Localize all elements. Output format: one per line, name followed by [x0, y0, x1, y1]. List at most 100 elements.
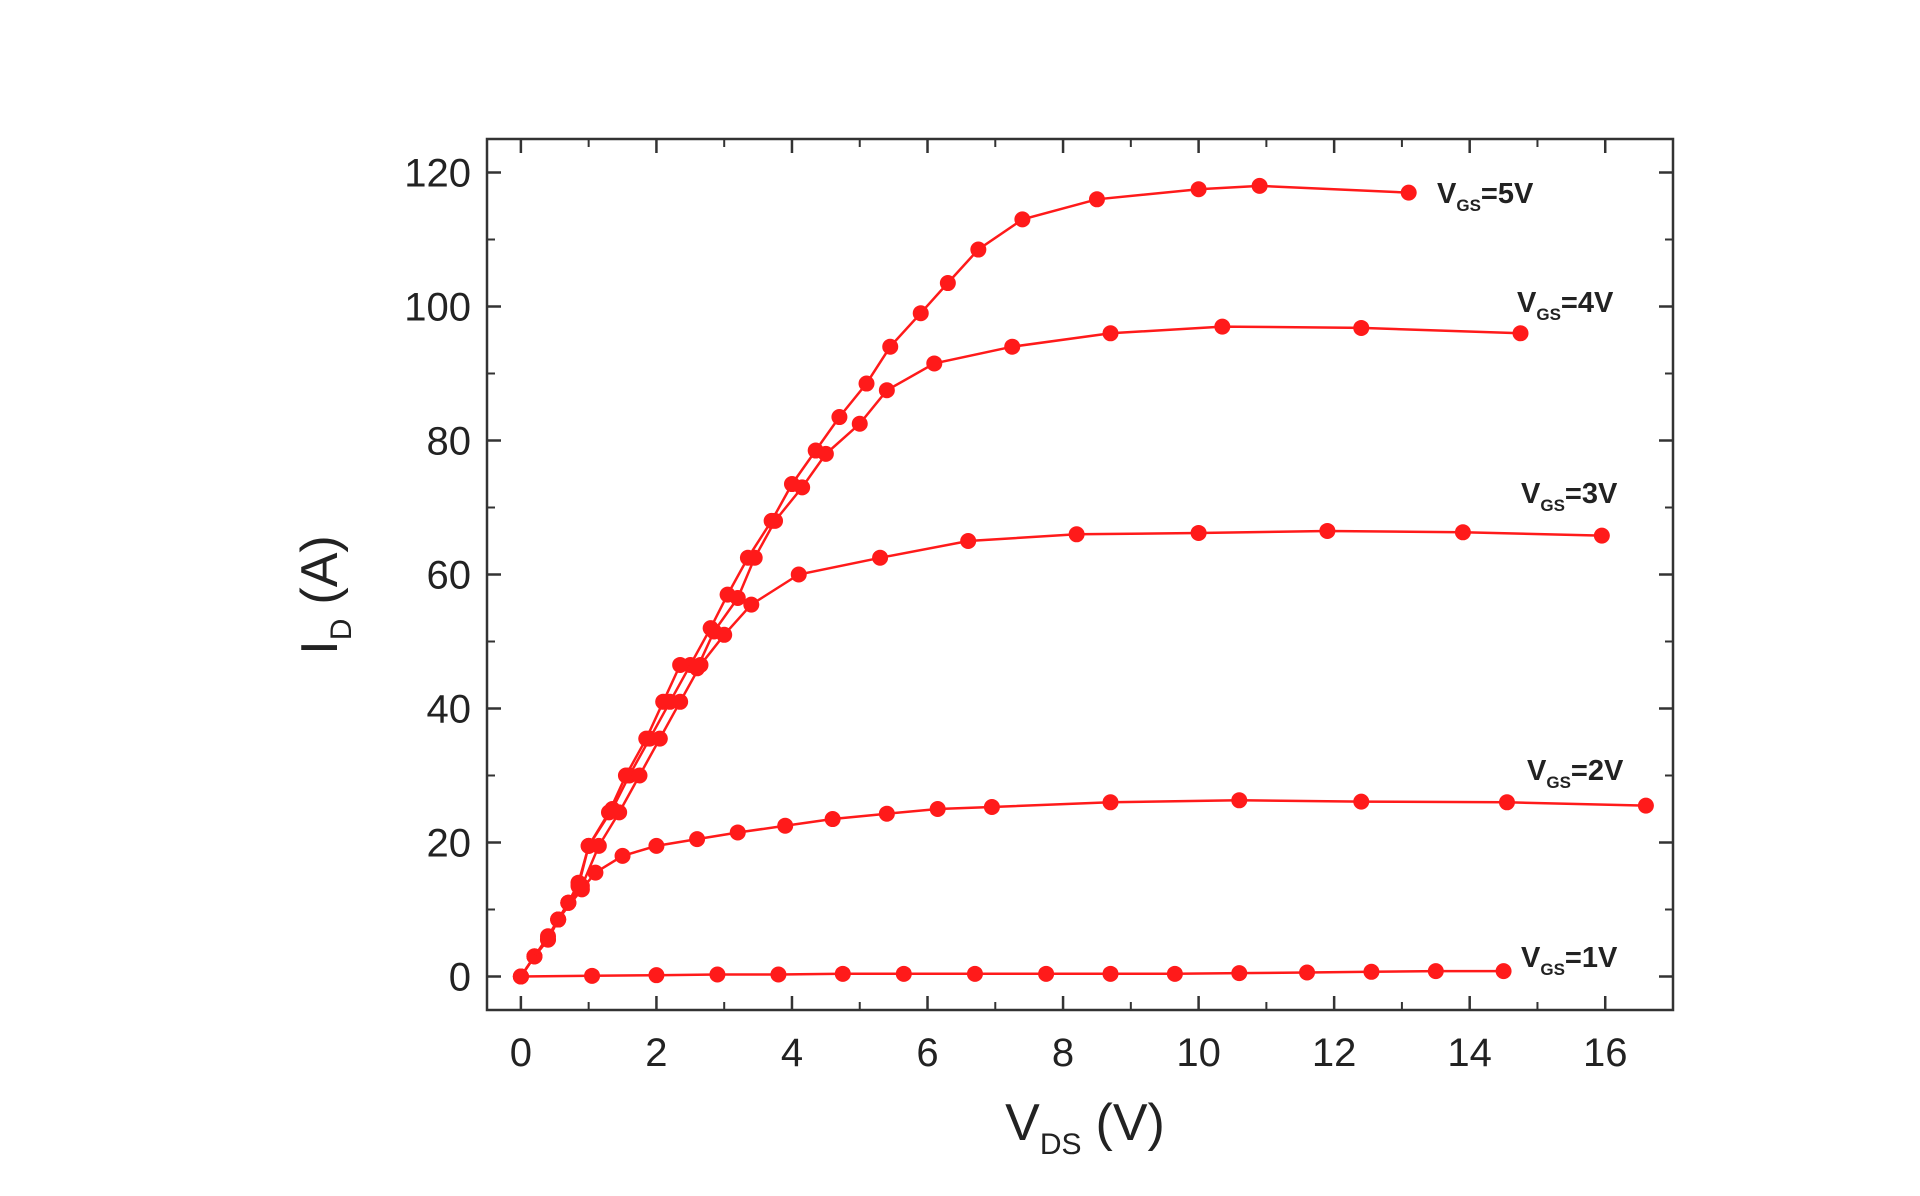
x-tick-label: 14	[1447, 1031, 1492, 1075]
data-point	[851, 415, 868, 432]
y-axis-title: ID(A)	[291, 535, 358, 654]
data-point	[1512, 325, 1529, 342]
y-tick-label: 40	[427, 688, 472, 732]
data-point	[929, 801, 946, 817]
y-tick-label: 0	[449, 956, 471, 1000]
data-point	[1299, 964, 1316, 981]
data-point	[831, 409, 848, 426]
data-point	[1014, 211, 1031, 228]
y-tick-label: 80	[427, 420, 472, 464]
data-point	[1102, 325, 1119, 342]
data-point	[560, 894, 577, 911]
y-tick-label: 100	[404, 286, 471, 330]
y-tick-label: 20	[427, 822, 472, 866]
series-labels: VGS=5V VGS=4V VGS=3V VGS=2V VGS=1V	[1437, 178, 1624, 979]
series-label-vgs-4v: VGS=4V	[1517, 287, 1614, 324]
data-point	[729, 589, 746, 606]
data-point	[1498, 794, 1515, 811]
data-point	[1004, 338, 1021, 355]
data-point	[573, 881, 590, 898]
series-vgs-1v	[512, 963, 1512, 985]
series-label-vgs-1v: VGS=1V	[1521, 942, 1618, 979]
data-point	[767, 512, 784, 529]
data-point	[872, 549, 889, 566]
data-point	[960, 533, 977, 549]
data-point	[1427, 963, 1444, 980]
x-tick-label: 12	[1312, 1031, 1357, 1075]
data-point	[1088, 191, 1105, 208]
data-point	[882, 338, 899, 355]
data-point	[692, 656, 709, 673]
data-point	[1319, 522, 1336, 539]
data-point	[1353, 319, 1370, 336]
data-point	[1068, 526, 1085, 543]
data-point	[1102, 794, 1119, 811]
data-point	[716, 626, 733, 643]
data-point	[878, 805, 895, 822]
data-point	[777, 817, 794, 834]
data-point	[1231, 965, 1248, 982]
data-point	[770, 966, 787, 983]
data-point	[834, 965, 851, 982]
data-point	[648, 967, 665, 984]
y-tick-label: 60	[427, 554, 472, 598]
data-point	[1353, 793, 1370, 810]
data-point	[1190, 524, 1207, 541]
data-point	[966, 965, 983, 982]
series-label-vgs-3v: VGS=3V	[1521, 478, 1618, 515]
data-point	[672, 693, 689, 710]
x-tick-label: 16	[1583, 1031, 1628, 1075]
series-vgs-2v	[512, 792, 1654, 985]
data-point	[926, 355, 943, 372]
axis-ticks: 0 2 4 6 8 10 12 14 16 0 20 40 60 80 100 120	[404, 139, 1674, 1075]
data-point	[1454, 524, 1471, 541]
data-point	[617, 767, 634, 784]
data-point	[1637, 797, 1654, 814]
series-line	[520, 969, 1504, 978]
data-point	[1166, 965, 1183, 982]
data-point	[709, 966, 726, 983]
data-point	[584, 967, 601, 984]
data-point	[689, 831, 706, 848]
data-point	[512, 968, 529, 985]
series-layer	[512, 177, 1654, 985]
data-point	[1363, 963, 1380, 980]
data-point	[1102, 965, 1119, 982]
data-point	[638, 730, 655, 747]
data-point	[824, 811, 841, 828]
x-tick-label: 8	[1052, 1031, 1074, 1075]
x-axis-title: VDS (V)	[1005, 1094, 1165, 1161]
x-tick-label: 6	[916, 1031, 938, 1075]
data-point	[794, 479, 811, 496]
data-point	[743, 596, 760, 613]
data-point	[895, 965, 912, 982]
x-tick-label: 10	[1176, 1031, 1221, 1075]
data-point	[1231, 792, 1248, 809]
data-point	[878, 382, 895, 399]
data-point	[790, 566, 807, 583]
data-point	[858, 375, 875, 392]
x-tick-label: 4	[781, 1031, 803, 1075]
data-point	[729, 824, 746, 841]
data-point	[1190, 181, 1207, 198]
data-point	[1214, 318, 1231, 335]
data-point	[631, 767, 648, 784]
series-label-vgs-5v: VGS=5V	[1437, 178, 1534, 215]
data-point	[746, 549, 763, 566]
data-point	[939, 275, 956, 292]
data-point	[651, 730, 668, 747]
x-tick-label: 2	[645, 1031, 667, 1075]
data-point	[648, 837, 665, 854]
data-point	[1495, 963, 1512, 980]
data-point	[983, 798, 1000, 815]
data-point	[611, 804, 628, 821]
data-point	[672, 656, 689, 673]
data-point	[614, 847, 631, 864]
data-point	[1251, 177, 1268, 194]
series-label-vgs-2v: VGS=2V	[1527, 755, 1624, 792]
data-point	[1593, 527, 1610, 544]
data-point	[1038, 965, 1055, 982]
data-point	[1400, 184, 1417, 201]
